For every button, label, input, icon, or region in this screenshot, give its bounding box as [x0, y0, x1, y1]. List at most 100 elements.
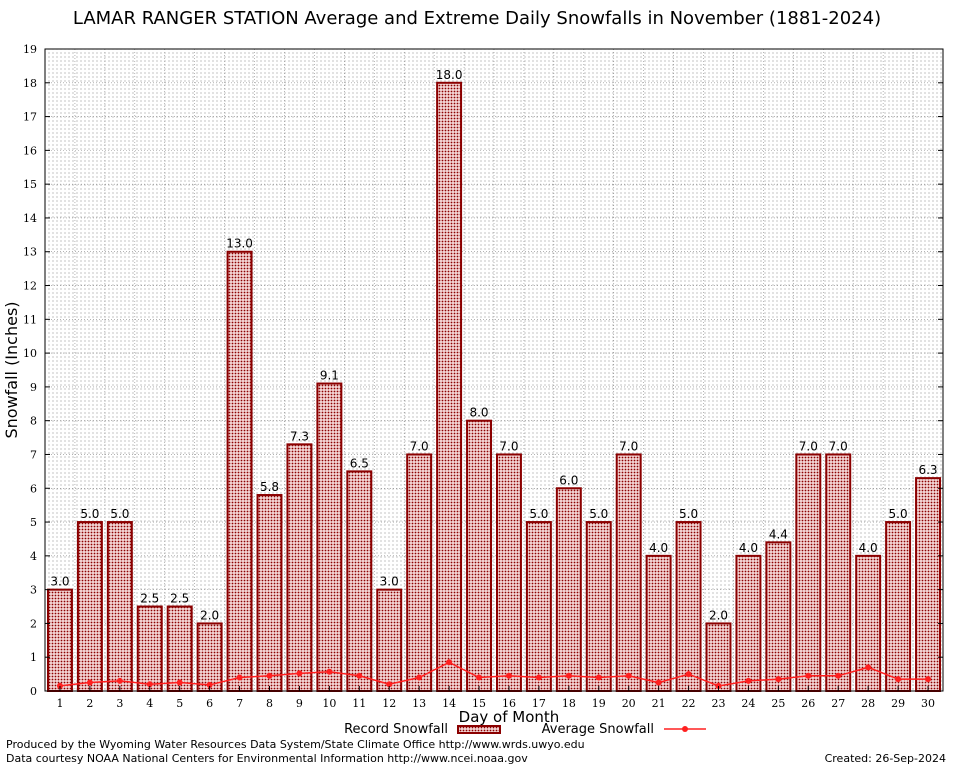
- y-tick-label: 0: [30, 685, 37, 698]
- average-point-day-4: [146, 681, 153, 688]
- y-tick-label: 2: [30, 617, 37, 630]
- y-tick-label: 13: [23, 246, 37, 259]
- bar-day-29: [885, 521, 912, 692]
- average-point-day-3: [116, 677, 123, 684]
- bar-day-18: [555, 487, 582, 692]
- average-point-day-22: [685, 671, 692, 678]
- bar-day-2: [76, 521, 103, 692]
- average-point-day-12: [386, 681, 393, 688]
- y-tick-label: 4: [30, 550, 37, 563]
- bar-label-day-23: 2.0: [709, 608, 728, 622]
- bar-day-22: [675, 521, 702, 692]
- average-point-day-26: [805, 672, 812, 679]
- x-tick-label-day-12: 12: [382, 697, 396, 710]
- average-point-day-10: [326, 668, 333, 675]
- average-point-day-20: [625, 672, 632, 679]
- y-tick-label: 1: [30, 651, 37, 664]
- y-tick-label: 12: [23, 280, 37, 293]
- y-tick-label: 11: [23, 313, 37, 326]
- x-tick-label-day-27: 27: [831, 697, 845, 710]
- bar-day-14: [436, 81, 463, 692]
- x-tick-label-day-20: 20: [622, 697, 636, 710]
- bar-label-day-14: 18.0: [436, 68, 463, 82]
- bar-day-26: [795, 453, 822, 693]
- bar-day-15: [466, 419, 493, 692]
- y-tick-label: 19: [23, 43, 37, 56]
- bar-label-day-21: 4.0: [649, 541, 668, 555]
- x-tick-label-day-17: 17: [532, 697, 546, 710]
- y-axis-label: Snowfall (Inches): [2, 301, 21, 438]
- bar-label-day-17: 5.0: [529, 507, 548, 521]
- x-tick-label-day-1: 1: [56, 697, 63, 710]
- bar-day-21: [645, 554, 672, 692]
- bar-day-4: [136, 605, 163, 692]
- bar-label-day-28: 4.0: [859, 541, 878, 555]
- bar-day-17: [525, 521, 552, 692]
- footer-produced-by: Produced by the Wyoming Water Resources …: [6, 738, 585, 751]
- average-point-day-19: [595, 674, 602, 681]
- y-tick-label: 8: [30, 415, 37, 428]
- x-tick-label-day-16: 16: [502, 697, 516, 710]
- average-point-day-25: [775, 676, 782, 683]
- bar-label-day-16: 7.0: [499, 439, 518, 453]
- average-point-day-30: [925, 676, 932, 683]
- x-tick-label-day-11: 11: [352, 697, 366, 710]
- average-line-series: [56, 659, 932, 689]
- x-tick-label-day-3: 3: [116, 697, 123, 710]
- bar-label-day-30: 6.3: [918, 463, 937, 477]
- bar-label-day-6: 2.0: [200, 608, 219, 622]
- bar-label-day-13: 7.0: [410, 439, 429, 453]
- bar-label-day-18: 6.0: [559, 473, 578, 487]
- average-point-day-17: [535, 674, 542, 681]
- x-tick-label-day-26: 26: [801, 697, 815, 710]
- x-tick-label-day-4: 4: [146, 697, 153, 710]
- bar-day-24: [735, 554, 762, 692]
- x-tick-label-day-14: 14: [442, 697, 456, 710]
- bar-label-day-26: 7.0: [799, 439, 818, 453]
- bar-label-day-24: 4.0: [739, 541, 758, 555]
- bar-label-day-9: 7.3: [290, 429, 309, 443]
- x-tick-label-day-9: 9: [296, 697, 303, 710]
- legend-swatch-record: [457, 725, 501, 734]
- x-axis-label: Day of Month: [459, 708, 560, 726]
- x-tick-label-day-29: 29: [891, 697, 905, 710]
- average-point-day-21: [655, 679, 662, 686]
- y-tick-label: 7: [30, 448, 37, 461]
- y-tick-label: 5: [30, 516, 37, 529]
- bar-label-day-20: 7.0: [619, 439, 638, 453]
- bar-day-20: [615, 453, 642, 693]
- bar-label-day-5: 2.5: [170, 592, 189, 606]
- average-point-day-16: [505, 672, 512, 679]
- bar-label-day-4: 2.5: [140, 592, 159, 606]
- footer-courtesy: Data courtesy NOAA National Centers for …: [6, 752, 528, 765]
- y-tick-label: 17: [23, 111, 37, 124]
- average-point-day-29: [895, 676, 902, 683]
- bar-day-3: [106, 521, 133, 692]
- bar-day-9: [286, 443, 313, 693]
- bar-label-day-12: 3.0: [380, 575, 399, 589]
- average-point-day-2: [86, 679, 93, 686]
- x-tick-label-day-15: 15: [472, 697, 486, 710]
- bar-label-day-27: 7.0: [829, 439, 848, 453]
- average-point-day-24: [745, 677, 752, 684]
- legend-marker-average: [682, 726, 688, 732]
- y-tick-label: 18: [23, 77, 37, 90]
- average-point-day-6: [206, 681, 213, 688]
- y-tick-label: 16: [23, 144, 37, 157]
- x-tick-label-day-19: 19: [592, 697, 606, 710]
- x-tick-label-day-5: 5: [176, 697, 183, 710]
- average-line: [59, 661, 929, 687]
- x-tick-label-day-2: 2: [86, 697, 93, 710]
- chart-title: LAMAR RANGER STATION Average and Extreme…: [72, 8, 882, 29]
- bar-day-1: [46, 588, 73, 693]
- y-tick-label: 6: [30, 482, 37, 495]
- bar-day-30: [915, 477, 942, 692]
- average-point-day-8: [266, 672, 273, 679]
- plot-border: [44, 48, 944, 692]
- bar-day-19: [585, 521, 612, 692]
- average-point-day-23: [715, 682, 722, 689]
- average-point-day-9: [296, 670, 303, 677]
- bar-day-7: [226, 250, 253, 692]
- x-tick-label-day-8: 8: [266, 697, 273, 710]
